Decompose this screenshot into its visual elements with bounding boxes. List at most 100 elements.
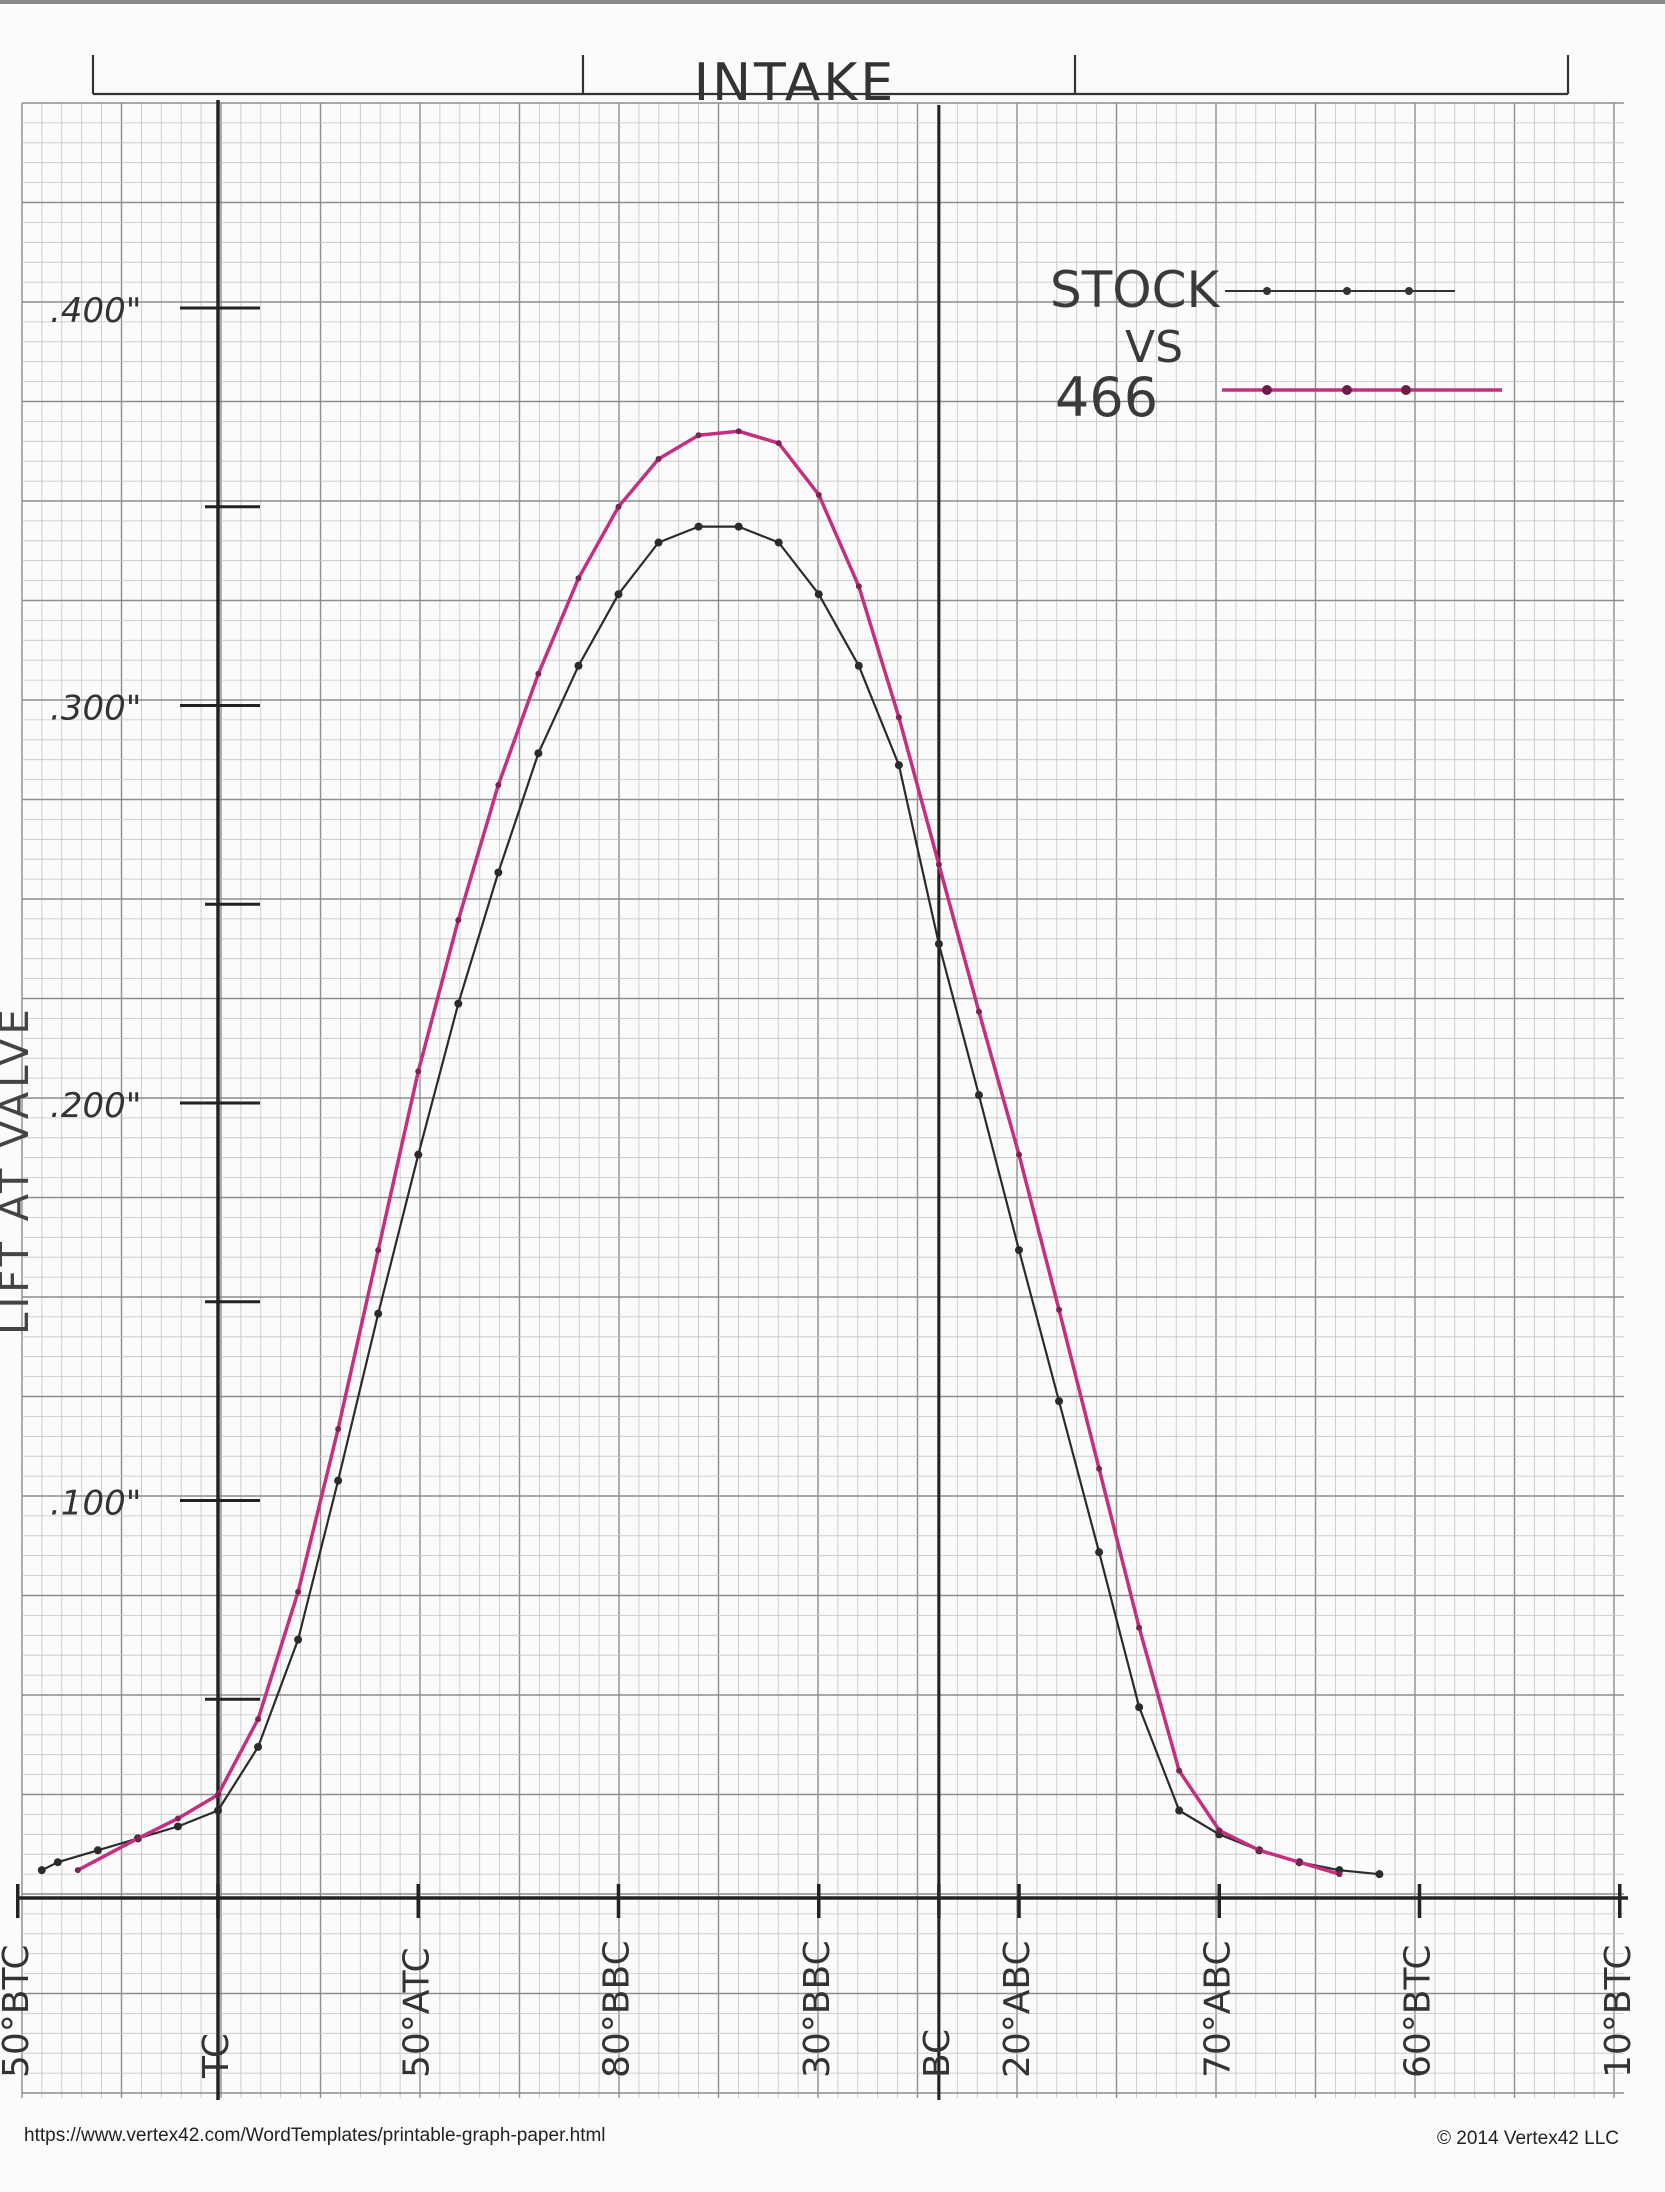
data-point: [1095, 1548, 1104, 1557]
data-point: [1015, 1246, 1023, 1255]
legend-stock-marker: [1405, 287, 1413, 295]
data-point: [134, 1835, 141, 1842]
y-tick-label: .200": [50, 1086, 141, 1126]
data-point: [37, 1866, 46, 1875]
data-point: [1175, 1806, 1184, 1815]
x-tick-label: 50°ATC: [396, 1947, 437, 2078]
data-point: [695, 432, 702, 439]
data-point: [894, 761, 903, 770]
data-point: [455, 917, 462, 924]
data-point: [1296, 1859, 1303, 1866]
data-point: [774, 538, 783, 547]
data-point: [655, 456, 662, 463]
data-point: [415, 1068, 422, 1075]
footer-url: https://www.vertex42.com/WordTemplates/p…: [24, 2125, 606, 2146]
data-point: [814, 590, 823, 599]
data-point: [494, 868, 503, 877]
data-point: [254, 1742, 263, 1751]
legend-stock-label: STOCK: [1050, 261, 1221, 319]
x-tick-label: BC: [917, 2029, 958, 2078]
legend-466-marker: [1262, 385, 1272, 395]
data-point: [535, 670, 542, 677]
data-point: [1336, 1871, 1343, 1878]
legend-vs-label: VS: [1125, 322, 1183, 373]
y-axis-title: LIFT AT VALVE: [0, 1005, 38, 1335]
data-point: [334, 1476, 343, 1485]
x-tick-label: 60°BTC: [1398, 1944, 1439, 2078]
data-point: [1375, 1870, 1384, 1879]
data-point: [173, 1822, 182, 1831]
legend-466-label: 466: [1055, 366, 1158, 429]
x-axis-tick-labels: 50°BTC TC 50°ATC 80°BBC 30°BBC BC 20°ABC 70°ABC…: [0, 1940, 1639, 2079]
data-point: [615, 503, 622, 510]
data-point: [574, 661, 583, 670]
data-point: [654, 538, 663, 547]
series-line: [76, 429, 1340, 1876]
series-466: [74, 428, 1343, 1878]
intake-bracket: [91, 55, 1570, 96]
data-point: [454, 999, 463, 1008]
data-point: [414, 1150, 423, 1159]
graph-paper-grid: [21, 102, 1624, 2098]
data-point: [294, 1635, 303, 1644]
data-point: [775, 440, 782, 447]
legend-stock-marker: [1343, 287, 1351, 295]
y-tick-label: .400": [50, 291, 141, 331]
data-point: [495, 782, 502, 788]
data-point: [335, 1425, 342, 1432]
data-point: [735, 428, 742, 435]
x-tick-label: 30°BBC: [797, 1940, 838, 2078]
legend-466-marker: [1342, 385, 1352, 395]
data-point: [1056, 1306, 1063, 1313]
series-line: [41, 525, 1380, 1876]
chart-title: INTAKE: [694, 53, 897, 113]
y-tick-label: .300": [50, 689, 141, 729]
data-point: [815, 491, 822, 498]
data-point: [974, 1091, 983, 1100]
data-point: [855, 583, 862, 590]
x-tick-label: TC: [196, 2033, 237, 2079]
data-point: [1016, 1151, 1022, 1158]
data-point: [74, 1867, 81, 1874]
x-tick-label: 20°ABC: [997, 1940, 1038, 2078]
data-point: [375, 1247, 382, 1254]
data-point: [174, 1815, 181, 1822]
data-point: [854, 661, 863, 670]
data-point: [734, 522, 743, 531]
data-point: [214, 1806, 222, 1815]
y-tick-label: .100": [50, 1484, 141, 1524]
data-point: [53, 1858, 62, 1867]
data-point: [1055, 1397, 1064, 1406]
data-point: [255, 1716, 262, 1723]
data-point: [935, 861, 942, 868]
data-point: [374, 1309, 383, 1318]
data-point: [215, 1791, 221, 1798]
y-axis-tick-labels: .400" .300" .200" .100": [50, 291, 141, 1524]
data-point: [1176, 1767, 1183, 1774]
data-point: [1216, 1827, 1223, 1834]
axes: [16, 100, 1628, 2100]
data-point: [1135, 1703, 1144, 1712]
data-point: [895, 714, 902, 721]
data-point: [93, 1846, 102, 1855]
data-point: [1256, 1847, 1263, 1854]
data-point: [1136, 1624, 1143, 1631]
x-tick-label: 70°ABC: [1197, 1940, 1238, 2078]
data-point: [534, 749, 543, 758]
x-tick-label: 50°BTC: [0, 1944, 37, 2078]
x-tick-label: 80°BBC: [597, 1940, 638, 2078]
page-top-border: [0, 0, 1665, 4]
x-tick-label: 10°BTC: [1598, 1944, 1639, 2078]
footer-copyright: © 2014 Vertex42 LLC: [1437, 2128, 1619, 2149]
data-point: [934, 940, 943, 948]
data-point: [614, 590, 623, 599]
legend-stock-marker: [1263, 287, 1271, 295]
data-point: [575, 575, 582, 582]
data-point: [1096, 1465, 1103, 1472]
data-point: [694, 522, 703, 531]
legend-466-marker: [1401, 385, 1411, 395]
data-point: [975, 1008, 982, 1015]
series-stock: [37, 522, 1384, 1879]
